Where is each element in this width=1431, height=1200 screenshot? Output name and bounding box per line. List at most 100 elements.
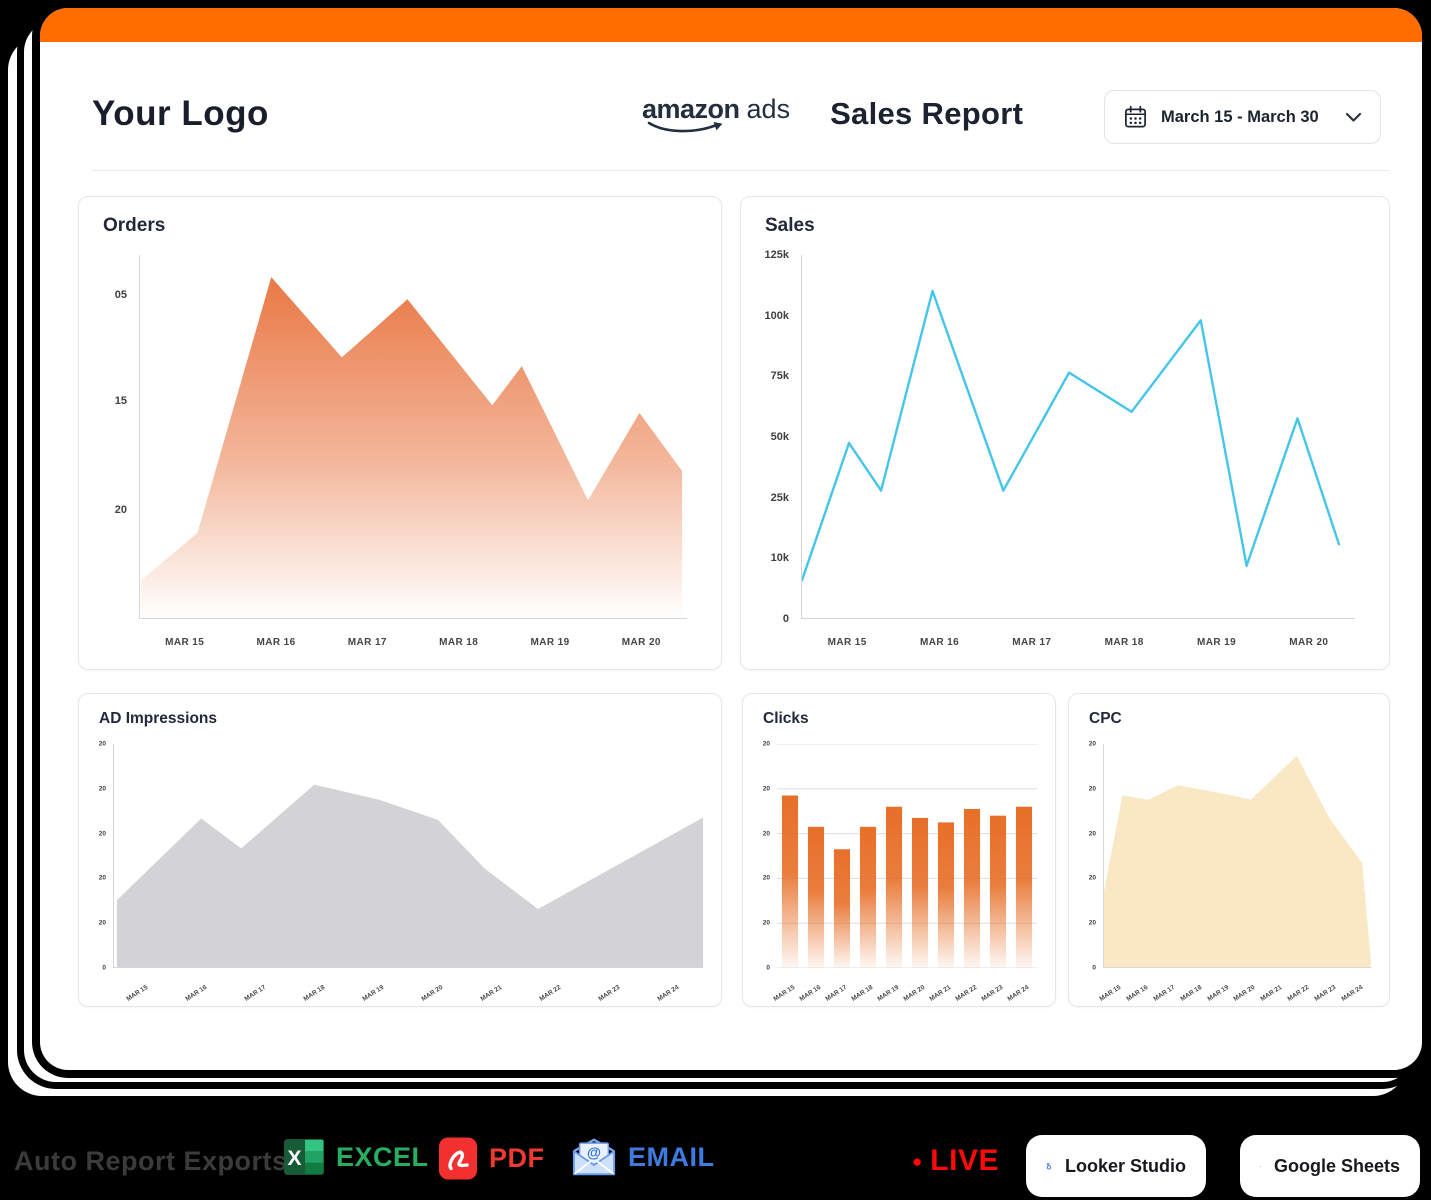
y-tick-label: 20: [98, 919, 106, 927]
x-tick-label: MAR 20: [419, 984, 444, 1003]
x-tick-label: MAR 16: [798, 984, 823, 1003]
x-tick-label: MAR 23: [1313, 984, 1337, 1003]
company-logo: Your Logo: [92, 94, 269, 133]
pdf-label: PDF: [489, 1143, 545, 1173]
orders-chart-title: Orders: [103, 215, 166, 236]
x-tick-label: MAR 22: [537, 984, 562, 1003]
x-tick-label: MAR 16: [256, 637, 296, 648]
sales-chart-title: Sales: [765, 215, 815, 236]
header-center: amazon ads Sales Report: [642, 94, 1023, 133]
looker-studio-icon: [1046, 1162, 1052, 1170]
calendar-icon: [1125, 105, 1146, 127]
y-tick-label: 20: [762, 919, 770, 927]
x-tick-label: MAR 19: [530, 637, 570, 648]
amazon-wordmark: amazon: [642, 94, 740, 124]
x-tick-label: MAR 17: [824, 984, 849, 1003]
x-tick-label: MAR 19: [1205, 984, 1230, 1003]
x-tick-label: MAR 15: [827, 637, 867, 648]
orders-chart: 05 15 20 MAR 15 MAR 16 MAR 17 MAR 18 MAR 19 MAR …: [79, 197, 721, 669]
y-tick-label: 10k: [770, 552, 789, 565]
live-indicator: ● LIVE: [912, 1144, 999, 1178]
amazon-smile-icon: [647, 121, 723, 133]
excel-icon: X: [284, 1139, 324, 1175]
x-tick-label: MAR 17: [242, 984, 267, 1003]
sales-chart: 125k 100k 75k 50k 25k 10k 0 MAR 15 MAR 16 MAR 17 M…: [741, 197, 1389, 669]
x-tick-label: MAR 21: [928, 984, 953, 1003]
x-tick-label: MAR 16: [1125, 984, 1150, 1003]
x-tick-label: MAR 18: [1104, 637, 1144, 648]
x-tick-label: MAR 18: [301, 984, 326, 1003]
x-tick-label: MAR 24: [1339, 984, 1364, 1003]
x-tick-label: MAR 16: [183, 984, 208, 1003]
exports-heading: Auto Report Exports: [14, 1146, 288, 1176]
x-tick-label: MAR 20: [902, 984, 927, 1003]
x-tick-label: MAR 19: [1196, 637, 1237, 648]
x-tick-label: MAR 16: [919, 637, 960, 648]
export-bar: Auto Report Exports X EXCEL PDF @: [0, 1100, 1431, 1200]
y-tick-label: 20: [1088, 830, 1096, 838]
looker-studio-button[interactable]: Looker Studio: [1026, 1135, 1206, 1197]
export-excel-button[interactable]: X EXCEL: [283, 1136, 429, 1178]
y-tick-label: 20: [98, 874, 106, 882]
header-divider: [92, 170, 1390, 171]
x-tick-label: MAR 15: [1098, 984, 1123, 1003]
excel-label: EXCEL: [336, 1141, 429, 1172]
cpc-card: CPC 20 20 20 20 20 0 MAR 15 MAR 16 MAR 17 MAR 18 M…: [1068, 693, 1390, 1007]
google-sheets-button[interactable]: Google Sheets: [1240, 1135, 1420, 1197]
x-tick-label: MAR 15: [124, 984, 149, 1003]
y-tick-label: 100k: [764, 309, 789, 322]
clicks-chart: 20 20 20 20 20 0 MAR 15 MAR 16 MAR 17 MAR 18 MAR 1…: [743, 694, 1055, 1006]
x-tick-label: MAR 18: [850, 984, 875, 1003]
orange-top-bar: [40, 8, 1422, 42]
y-tick-label: 25k: [770, 491, 789, 504]
y-tick-label: 0: [102, 964, 106, 972]
y-tick-label: 20: [1088, 874, 1096, 882]
cpc-chart-title: CPC: [1089, 710, 1122, 727]
y-tick-label: 05: [114, 289, 127, 302]
google-sheets-label: Google Sheets: [1273, 1155, 1400, 1176]
date-range-picker[interactable]: March 15 - March 30: [1104, 90, 1381, 144]
y-tick-label: 20: [98, 740, 106, 748]
x-tick-label: MAR 22: [954, 984, 979, 1003]
x-tick-label: MAR 17: [1152, 984, 1177, 1003]
live-label: LIVE: [930, 1144, 999, 1177]
pdf-icon: [439, 1137, 477, 1180]
ad-impressions-chart: 20 20 20 20 20 0 MAR 15 MAR 16 MAR 17 MAR 18 MAR 1…: [79, 694, 721, 1006]
x-tick-label: MAR 21: [478, 984, 503, 1003]
x-tick-label: MAR 20: [1232, 984, 1257, 1003]
y-tick-label: 0: [1092, 964, 1096, 972]
export-email-button[interactable]: @ EMAIL: [571, 1136, 715, 1178]
email-icon: @: [572, 1138, 616, 1176]
y-tick-label: 20: [114, 503, 127, 516]
y-tick-label: 20: [762, 874, 770, 882]
y-tick-label: 20: [1088, 740, 1096, 748]
x-tick-label: MAR 17: [347, 637, 387, 648]
amazon-ads-logo: amazon ads: [642, 94, 790, 133]
clicks-chart-title: Clicks: [763, 710, 809, 727]
x-tick-label: MAR 17: [1012, 637, 1052, 648]
x-tick-label: MAR 15: [165, 637, 205, 648]
x-tick-label: MAR 24: [1006, 984, 1031, 1003]
clicks-card: Clicks 20 20 20 20 20 0 MAR 15 MAR 16 MAR 17 MAR …: [742, 693, 1056, 1007]
ad-impressions-card: AD Impressions 20 20 20 20 20 0 MAR 15 MAR 16 MA…: [78, 693, 722, 1007]
y-tick-label: 20: [1088, 919, 1096, 927]
x-tick-label: MAR 18: [439, 637, 479, 648]
x-tick-label: MAR 18: [1179, 984, 1203, 1003]
x-tick-label: MAR 22: [1286, 984, 1311, 1003]
ad-impressions-chart-title: AD Impressions: [99, 710, 218, 727]
x-tick-label: MAR 20: [1289, 637, 1329, 648]
svg-text:@: @: [587, 1145, 601, 1161]
y-tick-label: 125k: [764, 249, 789, 261]
email-label: EMAIL: [628, 1141, 715, 1172]
y-tick-label: 20: [762, 785, 770, 793]
orders-card: Orders 05 15 20 MAR 15 MAR 16 MAR 17 MAR 18 MAR…: [78, 196, 722, 670]
y-tick-label: 75k: [770, 370, 789, 383]
y-tick-label: 50k: [770, 431, 789, 443]
clicks-plot-area: [777, 744, 1037, 968]
orders-plot-area: [139, 255, 687, 619]
report-page: Your Logo amazon ads Sales Report March 1…: [40, 8, 1422, 1070]
live-dot-icon: ●: [912, 1151, 923, 1171]
sales-card: Sales 125k 100k 75k 50k 25k 10k 0 MAR 15 MAR 16 M…: [740, 196, 1390, 670]
export-pdf-button[interactable]: PDF: [438, 1136, 545, 1181]
